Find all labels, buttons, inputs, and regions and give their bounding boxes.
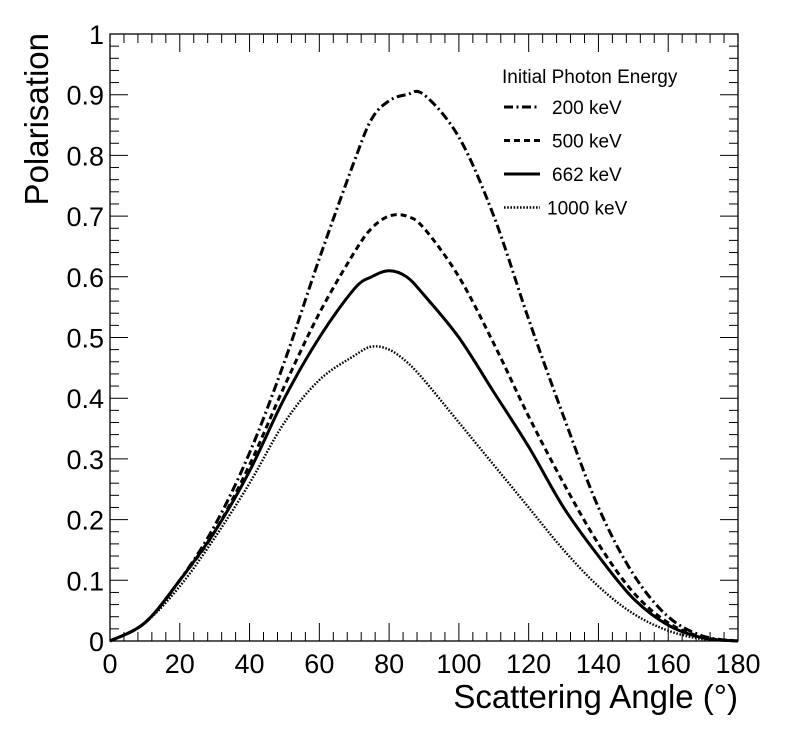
x-tick-label: 0 — [102, 649, 117, 679]
plot-frame — [109, 33, 739, 642]
x-tick-label: 160 — [646, 649, 691, 679]
series-line-662-kev — [109, 269, 739, 643]
x-tick-label: 20 — [165, 649, 195, 679]
y-tick-label: 0.8 — [66, 141, 104, 171]
x-tick-label: 180 — [715, 649, 760, 679]
x-tick-label: 40 — [235, 649, 265, 679]
y-tick-label: 0.3 — [66, 445, 104, 475]
x-tick-label: 60 — [304, 649, 334, 679]
x-tick-labels: 0 20 40 60 80 100 120 140 160 180 — [102, 649, 760, 679]
y-tick-label: 0.4 — [66, 384, 104, 414]
minor-ticks — [110, 34, 738, 641]
series-line-1000-kev — [109, 345, 739, 643]
y-axis-title: Polarisation — [18, 33, 55, 205]
x-tick-label: 140 — [576, 649, 621, 679]
y-tick-label: 1 — [89, 20, 104, 50]
legend: Initial Photon Energy 200 keV 500 keV 662 … — [502, 67, 678, 220]
legend-label: 662 keV — [552, 165, 622, 186]
y-tick-label: 0.6 — [66, 263, 104, 293]
series-line-500-kev — [109, 213, 739, 643]
legend-label: 500 keV — [552, 132, 622, 153]
y-tick-label: 0.5 — [66, 324, 104, 354]
y-tick-labels: 0 0.1 0.2 0.3 0.4 0.5 0.6 0.7 0.8 0.9 1 — [66, 20, 104, 657]
y-tick-label: 0.1 — [66, 566, 104, 596]
x-tick-label: 100 — [436, 649, 481, 679]
y-tick-label: 0.2 — [66, 506, 104, 536]
x-tick-label: 80 — [374, 649, 404, 679]
series-line-200-kev — [109, 89, 739, 643]
legend-label: 200 keV — [552, 98, 622, 119]
y-tick-label: 0.9 — [66, 81, 104, 111]
x-tick-label: 120 — [506, 649, 551, 679]
y-tick-label: 0 — [89, 627, 104, 657]
series-curves — [109, 89, 739, 643]
y-tick-label: 0.7 — [66, 202, 104, 232]
legend-title: Initial Photon Energy — [502, 67, 678, 88]
x-axis-title: Scattering Angle (°) — [453, 678, 738, 715]
legend-label: 1000 keV — [547, 199, 628, 220]
